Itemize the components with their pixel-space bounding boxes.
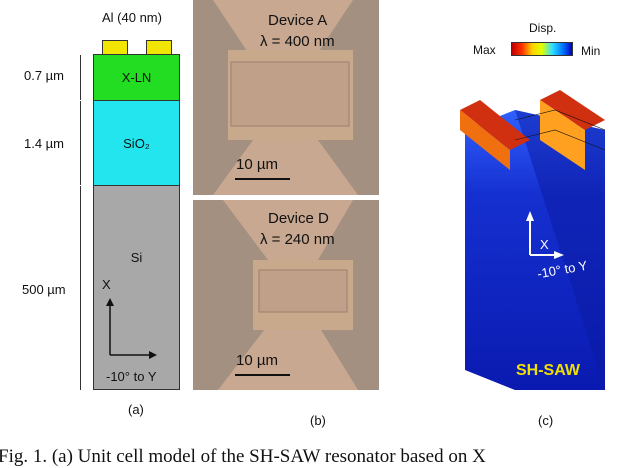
micrograph-device-a bbox=[193, 0, 379, 195]
al-label: Al (40 nm) bbox=[102, 10, 162, 25]
thickness-si: 500 µm bbox=[22, 282, 66, 297]
panel-label-b: (b) bbox=[310, 413, 326, 428]
axis-x-label: X bbox=[102, 277, 111, 292]
legend-max: Max bbox=[473, 43, 496, 57]
scale-d: 10 µm bbox=[236, 352, 278, 369]
dim-arrow bbox=[80, 55, 81, 100]
simulation-model bbox=[460, 90, 606, 390]
device-d-name: Device D bbox=[268, 210, 329, 227]
legend-min: Min bbox=[581, 44, 601, 58]
panel-label-a: (a) bbox=[128, 402, 144, 417]
device-a-image bbox=[213, 0, 358, 195]
layer-label: X-LN bbox=[121, 70, 152, 85]
thickness-xln: 0.7 µm bbox=[24, 68, 65, 83]
panel-label-c: (c) bbox=[538, 413, 554, 428]
device-d-wavelength: λ = 240 nm bbox=[260, 231, 335, 248]
layer-si: Si bbox=[93, 185, 180, 390]
layer-sio2: SiO₂ bbox=[93, 100, 180, 186]
device-a-name: Device A bbox=[268, 12, 328, 29]
sim-axis-x: X bbox=[540, 237, 549, 252]
scale-bar bbox=[235, 374, 290, 376]
colorbar bbox=[511, 42, 573, 56]
device-d-image bbox=[218, 200, 358, 390]
layer-label: SiO₂ bbox=[123, 135, 150, 151]
dim-arrow bbox=[80, 186, 81, 390]
device-a-wavelength: λ = 400 nm bbox=[260, 33, 335, 50]
figure-caption: Fig. 1. (a) Unit cell model of the SH-SA… bbox=[0, 446, 486, 467]
axes-icon bbox=[106, 298, 157, 359]
thickness-sio2: 1.4 µm bbox=[24, 136, 65, 151]
legend-title: Disp. bbox=[529, 21, 557, 35]
axis-y-label: -10° to Y bbox=[106, 369, 157, 384]
scale-bar bbox=[235, 178, 290, 180]
layer-label: Si bbox=[130, 250, 143, 265]
layer-xln: X-LN bbox=[93, 54, 180, 101]
micrograph-device-d bbox=[193, 200, 379, 390]
dim-arrow bbox=[80, 101, 81, 185]
mode-label: SH-SAW bbox=[516, 362, 580, 379]
scale-a: 10 µm bbox=[236, 156, 278, 173]
